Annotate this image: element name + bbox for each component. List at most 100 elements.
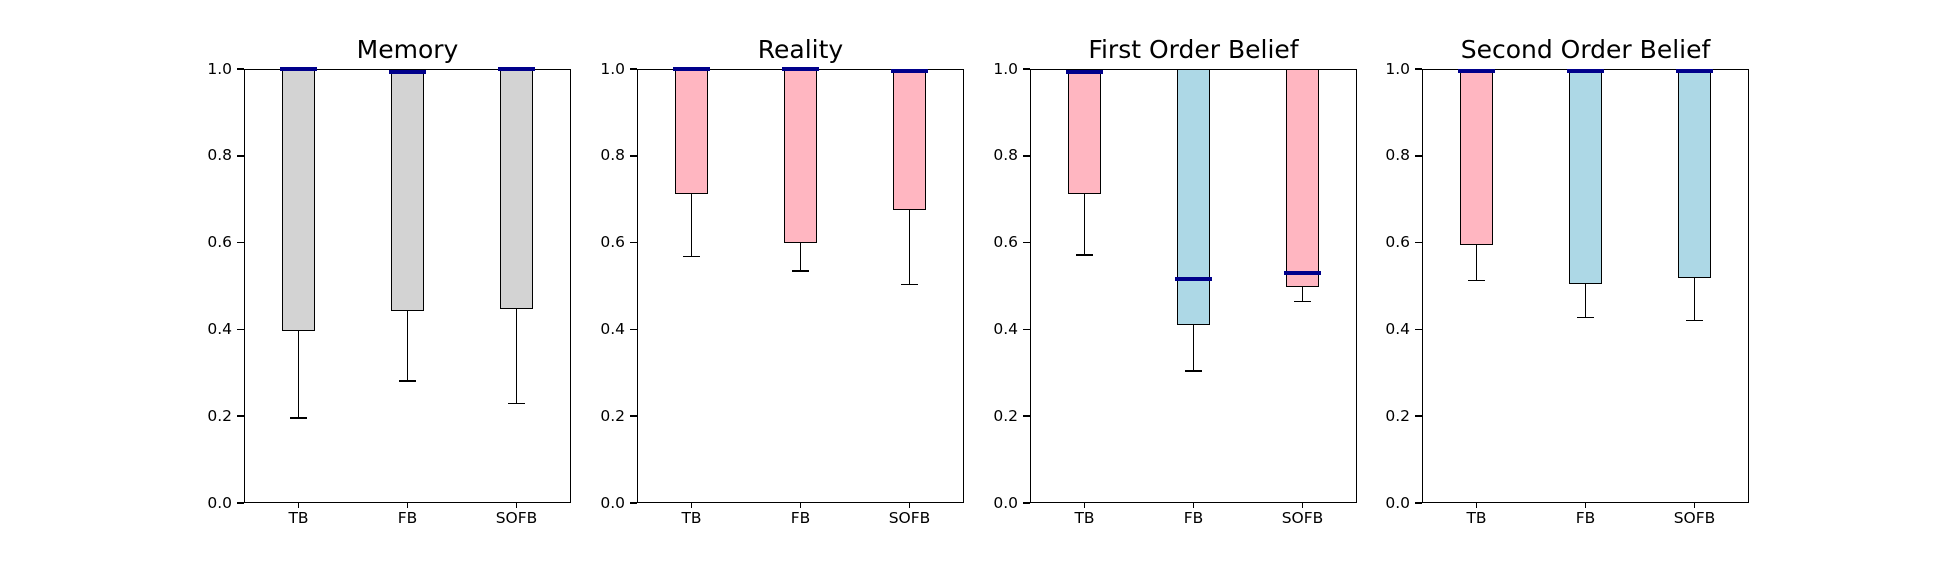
y-tick-label: 0.2 (207, 406, 232, 425)
y-tick-label: 1.0 (600, 59, 625, 78)
y-tick-mark (1023, 502, 1030, 504)
navy-marker-line (280, 67, 317, 72)
x-tick-mark (1301, 503, 1304, 508)
error-cap (683, 255, 700, 258)
x-tick-label: TB (681, 509, 702, 527)
error-cap (901, 283, 918, 286)
navy-marker-line (498, 67, 535, 72)
x-tick-label: FB (790, 509, 811, 527)
y-tick-mark (1023, 328, 1030, 331)
y-tick-mark (1415, 241, 1422, 244)
x-tick-label: SOFB (888, 509, 931, 527)
subplot-second-order-belief: Second Order Belief 1.0 0.8 0.6 0.4 0.2 0.0 TB… (1385, 0, 1749, 576)
error-cap (1294, 300, 1311, 303)
x-tick-mark (908, 503, 911, 508)
bar-reality-tb (675, 69, 708, 194)
navy-marker-line (1458, 69, 1495, 74)
subplot-memory: Memory 1.0 0.8 0.6 0.4 0.2 0.0 TB FB SOFB (207, 0, 571, 576)
navy-marker-line (1066, 70, 1103, 75)
navy-marker-line (1175, 277, 1212, 282)
y-tick-label: 0.8 (207, 146, 232, 165)
x-tick-label: SOFB (495, 509, 538, 527)
y-tick-label: 0.6 (993, 233, 1018, 252)
x-tick-label: FB (1575, 509, 1596, 527)
y-tick-mark (630, 502, 637, 504)
error-whisker (1693, 278, 1696, 321)
error-cap (399, 380, 416, 382)
y-tick-mark (1023, 68, 1030, 70)
y-tick-mark (1023, 415, 1030, 417)
subplot-first-order-belief: First Order Belief 1.0 0.8 0.6 0.4 0.2 0.0 TB F… (993, 0, 1357, 576)
x-tick-label: FB (397, 509, 418, 527)
error-cap (1076, 254, 1093, 256)
bar-memory-tb (282, 69, 315, 331)
y-tick-mark (237, 415, 244, 417)
x-tick-mark (690, 503, 693, 508)
x-tick-label: FB (1183, 509, 1204, 527)
y-tick-label: 0.0 (993, 493, 1018, 512)
navy-marker-line (389, 70, 426, 75)
y-tick-mark (237, 328, 244, 331)
error-cap (1185, 370, 1202, 372)
subplot-title: Memory (356, 35, 459, 64)
y-tick-label: 0.2 (993, 406, 1018, 425)
bar-second-order-belief-sofb (1678, 69, 1711, 279)
y-tick-label: 0.6 (207, 233, 232, 252)
y-tick-label: 0.4 (993, 319, 1018, 338)
error-whisker (1192, 325, 1195, 372)
x-tick-mark (297, 503, 300, 508)
error-whisker (908, 209, 911, 285)
y-tick-label: 1.0 (993, 59, 1018, 78)
bar-second-order-belief-tb (1460, 69, 1493, 245)
navy-marker-line (1284, 270, 1321, 275)
bar-memory-sofb (500, 69, 533, 309)
y-tick-mark (630, 328, 637, 331)
y-tick-mark (1415, 502, 1422, 504)
error-cap (290, 417, 307, 419)
y-tick-mark (630, 155, 637, 157)
error-cap (1468, 279, 1485, 282)
x-tick-mark (1083, 503, 1086, 508)
error-cap (508, 402, 525, 405)
navy-marker-line (673, 67, 710, 72)
bar-first-order-belief-sofb (1286, 69, 1319, 288)
x-tick-label: SOFB (1673, 509, 1716, 527)
y-tick-mark (237, 241, 244, 244)
subplot-title: First Order Belief (1088, 35, 1299, 64)
bar-reality-sofb (893, 69, 926, 210)
bar-first-order-belief-fb (1177, 69, 1210, 326)
bar-memory-fb (391, 69, 424, 311)
y-tick-label: 0.8 (600, 146, 625, 165)
y-tick-mark (1415, 415, 1422, 417)
error-whisker (1083, 193, 1086, 256)
y-tick-label: 0.0 (600, 493, 625, 512)
navy-marker-line (891, 68, 928, 73)
y-tick-mark (237, 502, 244, 504)
x-tick-label: TB (1074, 509, 1095, 527)
y-tick-mark (1023, 241, 1030, 244)
y-tick-mark (237, 155, 244, 157)
subplot-title: Reality (757, 35, 844, 64)
y-tick-label: 0.4 (207, 319, 232, 338)
y-tick-label: 1.0 (207, 59, 232, 78)
y-tick-label: 0.0 (207, 493, 232, 512)
y-tick-label: 0.4 (1385, 319, 1410, 338)
y-tick-mark (630, 241, 637, 244)
x-tick-label: SOFB (1281, 509, 1324, 527)
error-whisker (690, 193, 693, 257)
error-whisker (1301, 287, 1304, 302)
y-tick-label: 0.8 (1385, 146, 1410, 165)
x-tick-mark (1475, 503, 1478, 508)
bar-reality-fb (784, 69, 817, 244)
bar-first-order-belief-tb (1068, 69, 1101, 194)
navy-marker-line (1676, 69, 1713, 74)
error-cap (1577, 316, 1594, 319)
error-whisker (406, 310, 409, 382)
y-tick-label: 1.0 (1385, 59, 1410, 78)
y-tick-label: 0.2 (600, 406, 625, 425)
y-tick-mark (1415, 328, 1422, 331)
x-tick-mark (1584, 503, 1587, 508)
y-tick-mark (1415, 155, 1422, 157)
x-tick-mark (1192, 503, 1195, 508)
y-tick-label: 0.4 (600, 319, 625, 338)
